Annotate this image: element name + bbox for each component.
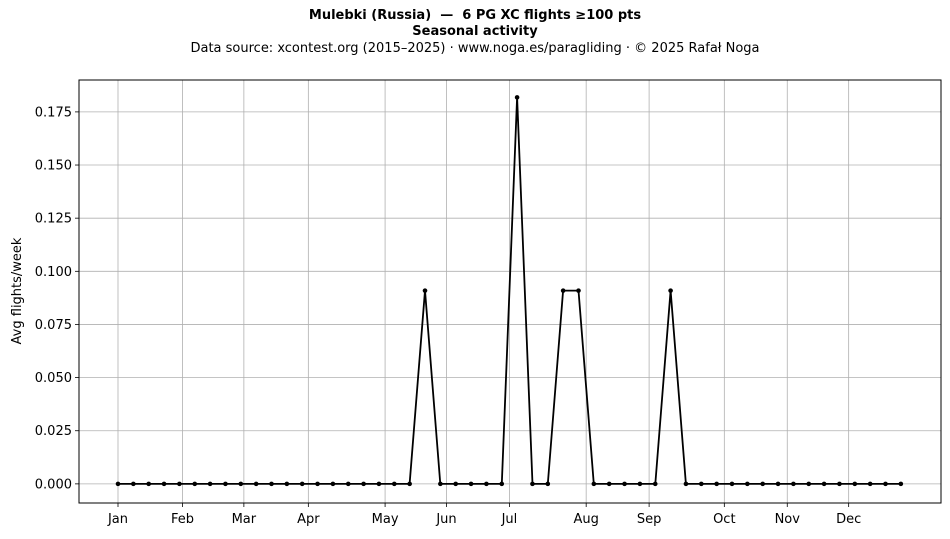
data-point [745,481,750,487]
y-tick-label: 0.075 [35,318,72,333]
data-point [207,481,213,487]
x-tick-label: Apr [297,512,320,527]
data-point [238,481,244,487]
data-point [867,481,873,487]
x-tick-label: Jun [435,512,456,527]
y-tick-label: 0.175 [35,105,72,120]
data-point [821,481,827,487]
x-tick-label: Mar [232,512,257,527]
series-layer [115,95,904,487]
chart-titles: Mulebki (Russia) — 6 PG XC flights ≥100 … [0,8,950,57]
data-point [852,481,858,487]
data-point [361,481,366,487]
data-point [330,481,336,487]
y-tick-label: 0.125 [35,212,72,227]
y-tick-label: 0.100 [35,265,72,280]
data-point [284,481,290,487]
x-tick-label: Jul [501,512,518,527]
data-point [775,481,781,487]
chart-source-note: Data source: xcontest.org (2015–2025) · … [190,41,760,56]
y-tick-label: 0.025 [35,424,72,439]
y-axis: 0.000 0.025 0.050 0.075 0.100 0.125 0.150 0.175 [35,105,79,492]
data-point [499,481,505,487]
data-point [453,481,459,487]
data-point [622,481,627,487]
y-tick-label: 0.050 [35,371,72,386]
data-point [806,481,812,487]
data-point [668,288,673,293]
data-point [699,481,704,487]
data-point [392,481,397,487]
data-point [115,481,121,487]
data-point [407,481,412,487]
y-tick-label: 0.150 [35,159,72,174]
data-point [729,481,735,487]
data-point [898,481,904,487]
data-point [253,481,259,487]
data-point [192,481,198,487]
x-tick-label: Dec [836,512,861,527]
x-tick-label: Oct [713,512,735,527]
data-point [530,481,535,487]
series-line [118,96,901,485]
data-point [837,481,842,487]
x-tick-label: Jan [107,512,128,527]
x-tick-label: Aug [573,512,598,527]
plot-frame [78,79,942,504]
data-point [591,481,597,487]
x-tick-label: Nov [775,512,801,527]
data-point [637,481,643,487]
y-tick-label: 0.000 [35,477,72,492]
data-point [146,481,151,487]
data-point [683,481,689,487]
data-point [560,288,566,293]
data-point [177,481,182,487]
data-point [606,481,612,487]
data-point [422,288,428,293]
y-axis-label: Avg flights/week [10,237,25,344]
data-point [299,481,305,487]
data-point [652,481,658,487]
data-point [468,481,474,487]
chart-subtitle: Seasonal activity [412,24,538,39]
data-point [376,481,382,487]
x-tick-label: May [372,512,399,527]
data-point [576,288,581,293]
data-point [438,481,443,487]
data-point [883,481,888,487]
data-point [514,95,520,100]
x-tick-label: Feb [171,512,194,527]
data-point [269,481,274,487]
data-point [484,481,489,487]
data-point [791,481,796,487]
data-point [545,481,551,487]
data-point [315,481,320,487]
data-point [161,481,167,487]
data-point [223,481,228,487]
x-axis: Jan Feb Mar Apr May Jun Jul Aug Sep Oct Nov Dec [107,503,861,527]
data-point [714,481,719,487]
chart-title: Mulebki (Russia) — 6 PG XC flights ≥100 … [308,8,642,23]
data-point [345,481,351,487]
data-point [131,481,136,487]
data-point [760,481,765,487]
x-tick-label: Sep [637,512,662,527]
